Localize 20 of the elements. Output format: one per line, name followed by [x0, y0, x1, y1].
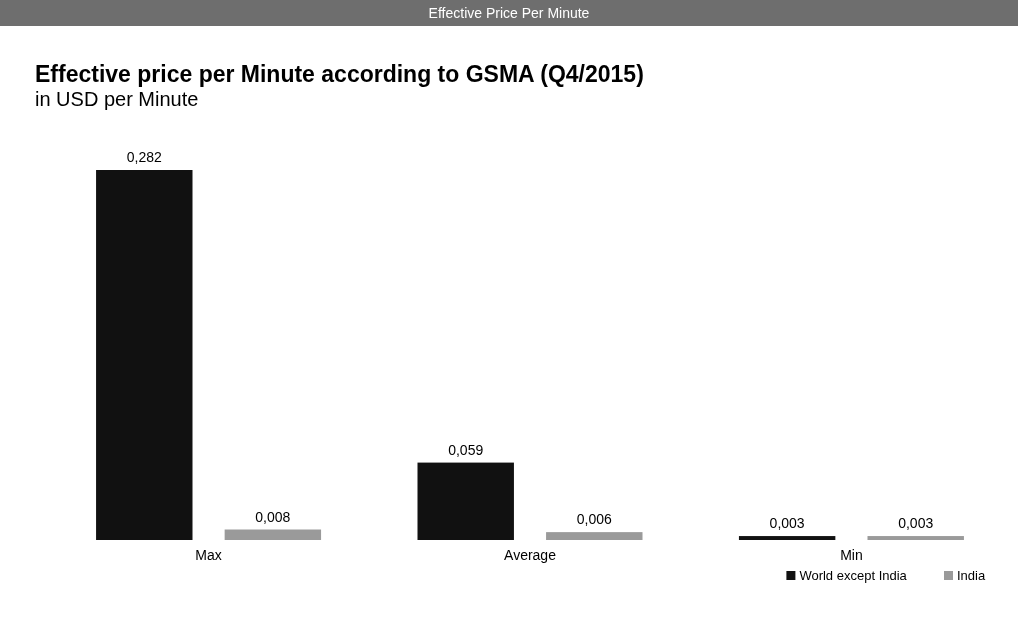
x-tick-label: Max: [195, 547, 222, 563]
bar: [96, 170, 193, 540]
data-label: 0,003: [769, 515, 805, 532]
legend-label: World except India: [799, 568, 908, 583]
legend-label: India: [957, 568, 986, 583]
bar: [417, 462, 514, 540]
data-label: 0,003: [898, 515, 934, 532]
data-label: 0,059: [448, 441, 484, 458]
data-label: 0,282: [126, 149, 163, 165]
text: Effective Price Per Minute: [428, 5, 590, 21]
data-label: 0,008: [255, 508, 291, 525]
bar: [546, 532, 643, 540]
x-tick-label: Average: [504, 547, 557, 563]
bar: [738, 536, 836, 540]
data-label: 0,006: [576, 511, 613, 528]
bar: [867, 536, 964, 540]
bar: [224, 529, 322, 540]
chart-subtitle: in USD per Minute: [35, 88, 199, 110]
chart-title: Effective price per Minute according to GSMA (Q4/2015): [35, 61, 644, 87]
x-tick-label: Min: [840, 547, 863, 563]
